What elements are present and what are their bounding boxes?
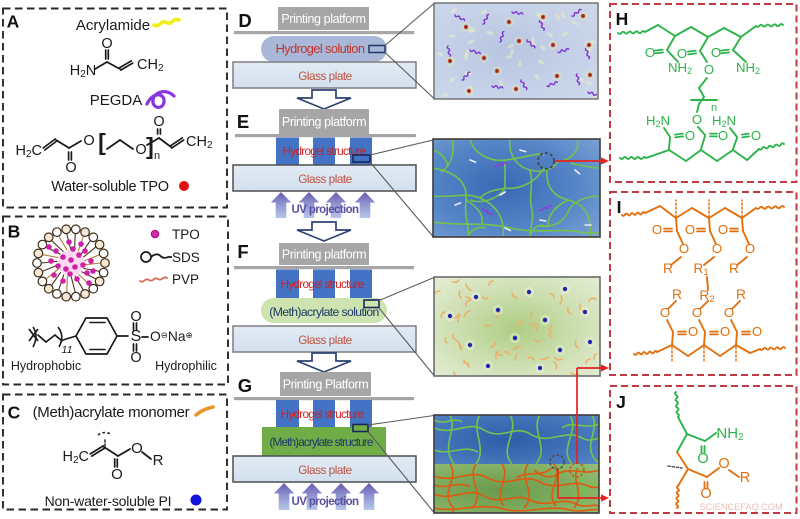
- svg-text:Glass plate: Glass plate: [298, 69, 352, 83]
- svg-text:H2N: H2N: [712, 113, 736, 129]
- svg-text:PEGDA: PEGDA: [90, 92, 143, 109]
- svg-text:Acrylamide: Acrylamide: [76, 17, 150, 34]
- svg-text:n: n: [154, 150, 160, 162]
- svg-text:Hydrophilic: Hydrophilic: [155, 359, 217, 373]
- svg-text:R: R: [672, 287, 682, 302]
- svg-text:Printing platform: Printing platform: [281, 12, 365, 26]
- svg-text:B: B: [8, 222, 21, 242]
- svg-text:Glass plate: Glass plate: [298, 463, 352, 477]
- svg-text:S: S: [131, 328, 142, 345]
- svg-text:O: O: [704, 62, 714, 77]
- svg-text:[: [: [98, 129, 106, 155]
- svg-text:SDS: SDS: [172, 250, 200, 265]
- svg-text:TPO: TPO: [172, 227, 200, 242]
- svg-text:H: H: [616, 9, 629, 29]
- svg-text:Printing Platform: Printing Platform: [283, 378, 369, 392]
- svg-text:O: O: [130, 309, 141, 325]
- svg-text:]: ]: [146, 133, 154, 159]
- svg-text:F: F: [237, 241, 248, 262]
- svg-text:O: O: [720, 324, 730, 339]
- svg-text:O: O: [65, 160, 76, 176]
- svg-text:Non-water-soluble PI: Non-water-soluble PI: [45, 493, 172, 509]
- svg-text:CH2: CH2: [186, 134, 213, 151]
- svg-text:Hydrogel structure: Hydrogel structure: [283, 144, 367, 158]
- svg-text:(Meth)acrylate solution: (Meth)acrylate solution: [269, 305, 378, 319]
- svg-text:UV projection: UV projection: [292, 204, 360, 216]
- svg-text:R: R: [663, 261, 673, 276]
- svg-text:(Meth)acrylate monomer: (Meth)acrylate monomer: [33, 404, 190, 421]
- svg-text:O: O: [652, 222, 662, 237]
- svg-text:R: R: [729, 261, 739, 276]
- svg-text:R: R: [740, 470, 750, 486]
- svg-text:O: O: [101, 36, 112, 52]
- svg-text:O: O: [692, 112, 702, 127]
- svg-text:J: J: [616, 392, 626, 412]
- svg-text:NH2: NH2: [716, 425, 744, 443]
- svg-text:H2N: H2N: [70, 63, 97, 80]
- svg-text:Hydrophobic: Hydrophobic: [11, 359, 81, 373]
- svg-text:O: O: [692, 305, 702, 320]
- svg-text:O: O: [130, 350, 141, 366]
- svg-text:O: O: [660, 305, 670, 320]
- svg-text:O: O: [153, 114, 164, 130]
- svg-text:n: n: [711, 102, 717, 114]
- svg-text:O: O: [83, 133, 94, 149]
- svg-text:Hydrogel structure: Hydrogel structure: [281, 407, 365, 421]
- svg-text:O: O: [645, 45, 655, 60]
- svg-text:O: O: [679, 241, 689, 256]
- svg-text:(Meth)acrylate structure: (Meth)acrylate structure: [270, 435, 374, 449]
- svg-text:Glass plate: Glass plate: [298, 172, 352, 186]
- svg-text:O: O: [700, 486, 711, 502]
- svg-text:H2C: H2C: [62, 449, 89, 466]
- svg-text:NH2: NH2: [668, 60, 692, 76]
- svg-text:O: O: [751, 128, 761, 143]
- svg-text:H2C: H2C: [15, 143, 42, 160]
- svg-text:O: O: [697, 451, 708, 467]
- svg-text:I: I: [617, 197, 622, 217]
- svg-text:G: G: [238, 375, 252, 396]
- svg-text:O: O: [135, 142, 146, 158]
- svg-text:O: O: [718, 128, 728, 143]
- svg-text:O: O: [718, 222, 728, 237]
- svg-text:O: O: [688, 324, 698, 339]
- svg-text:O: O: [685, 128, 695, 143]
- svg-text:PVP: PVP: [172, 272, 199, 287]
- svg-text:NH2: NH2: [736, 60, 760, 76]
- svg-text:CH2: CH2: [137, 57, 164, 74]
- svg-text:D: D: [238, 10, 251, 31]
- svg-text:C: C: [8, 403, 21, 423]
- svg-text:O: O: [711, 45, 721, 60]
- svg-text:O: O: [718, 456, 729, 472]
- svg-text:O⊖Na⊕: O⊖Na⊕: [150, 329, 193, 344]
- svg-text:H2N: H2N: [646, 113, 670, 129]
- svg-text:Water-soluble TPO: Water-soluble TPO: [51, 179, 168, 195]
- svg-text:R: R: [153, 452, 164, 469]
- svg-text:11: 11: [62, 344, 73, 356]
- svg-text:O: O: [752, 324, 762, 339]
- svg-text:UV projection: UV projection: [292, 496, 360, 508]
- svg-text:A: A: [7, 12, 20, 32]
- svg-text:O: O: [131, 440, 143, 457]
- svg-text:Hydrogel structure: Hydrogel structure: [281, 277, 365, 291]
- svg-text:O: O: [745, 241, 755, 256]
- svg-text:R: R: [736, 287, 746, 302]
- svg-text:Glass plate: Glass plate: [298, 333, 352, 347]
- svg-text:O: O: [724, 305, 734, 320]
- svg-text:E: E: [237, 111, 249, 132]
- svg-text:O: O: [111, 466, 123, 483]
- svg-text:O: O: [712, 241, 722, 256]
- svg-text:Hydrogel solution: Hydrogel solution: [276, 41, 365, 56]
- svg-text:Printing platform: Printing platform: [282, 248, 366, 262]
- svg-text:O: O: [685, 222, 695, 237]
- svg-text:SCIENCEFAQ.COM: SCIENCEFAQ.COM: [699, 502, 782, 512]
- svg-text:Printing platform: Printing platform: [282, 115, 366, 129]
- svg-text:O: O: [677, 46, 687, 61]
